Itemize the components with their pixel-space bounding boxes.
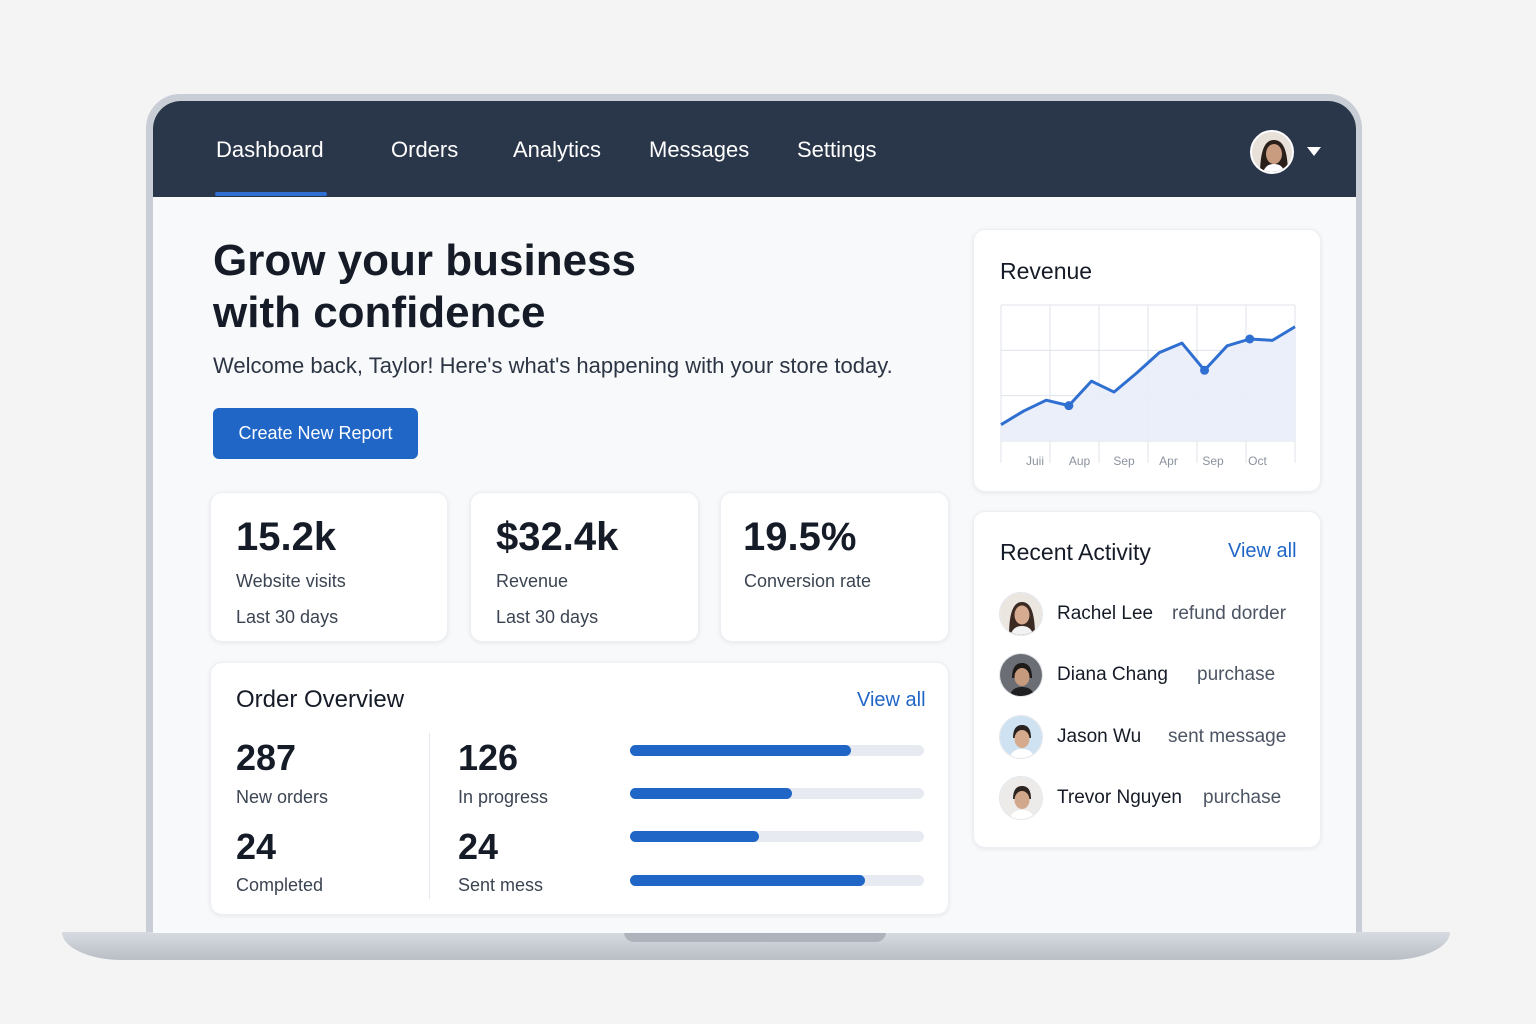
revenue-chart-card: Revenue Juii Aup Sep Apr Sep Oct — [973, 229, 1321, 492]
x-tick-label: Oct — [1248, 454, 1267, 468]
progress-bar — [630, 831, 924, 842]
completed-value: 24 — [236, 826, 277, 867]
stat-card-visits: 15.2k Website visits Last 30 days — [210, 492, 448, 642]
divider — [429, 733, 430, 899]
avatar — [999, 715, 1043, 759]
stat-period: Last 30 days — [236, 607, 339, 627]
stat-label: Conversion rate — [744, 571, 872, 591]
recent-activity-view-all-link[interactable]: View all — [1228, 540, 1297, 562]
stat-value: $32.4k — [496, 515, 619, 559]
x-tick-label: Sep — [1113, 454, 1135, 468]
chevron-down-icon[interactable] — [1307, 147, 1321, 156]
revenue-chart-title: Revenue — [1000, 258, 1093, 284]
avatar — [999, 653, 1043, 697]
activity-action: sent message — [1168, 726, 1287, 747]
new-orders-label: New orders — [236, 787, 329, 807]
stat-card-revenue: $32.4k Revenue Last 30 days — [470, 492, 699, 642]
recent-activity-title: Recent Activity — [1000, 539, 1151, 565]
progress-bar — [630, 745, 924, 756]
x-tick-label: Aup — [1069, 454, 1091, 468]
stat-value: 15.2k — [236, 515, 337, 559]
data-point — [1064, 401, 1074, 411]
progress-bar — [630, 875, 924, 886]
progress-bar-fill — [630, 831, 760, 842]
progress-bar-fill — [630, 788, 792, 799]
active-tab-indicator — [215, 192, 327, 196]
avatar — [999, 592, 1043, 636]
page-title: Grow your business with confidence — [213, 235, 713, 339]
person-avatar-icon — [1000, 777, 1042, 819]
top-navbar: Dashboard Orders Analytics Messages Sett… — [153, 101, 1356, 197]
activity-action: purchase — [1197, 664, 1276, 685]
create-report-button[interactable]: Create New Report — [213, 408, 418, 459]
avatar — [999, 776, 1043, 820]
activity-action: refund dorder — [1172, 603, 1287, 624]
x-tick-label: Apr — [1159, 454, 1178, 468]
activity-name: Jason Wu — [1057, 726, 1142, 747]
new-orders-value: 287 — [236, 737, 297, 778]
order-overview-view-all-link[interactable]: View all — [857, 689, 926, 711]
screen: Dashboard Orders Analytics Messages Sett… — [153, 101, 1356, 933]
welcome-message: Welcome back, Taylor! Here's what's happ… — [213, 353, 893, 378]
stat-period: Last 30 days — [496, 607, 599, 627]
activity-name: Rachel Lee — [1057, 603, 1154, 624]
sent-messages-label: Sent mess — [458, 875, 544, 895]
person-avatar-icon — [1000, 654, 1042, 696]
in-progress-label: In progress — [458, 787, 549, 807]
completed-label: Completed — [236, 875, 324, 895]
laptop-notch — [624, 932, 886, 942]
stat-label: Website visits — [236, 571, 346, 591]
activity-action: purchase — [1203, 787, 1282, 808]
activity-item[interactable]: Diana Chang purchase — [999, 653, 1299, 699]
user-avatar[interactable] — [1250, 130, 1294, 174]
nav-orders[interactable]: Orders — [391, 137, 459, 162]
page-title-line-1: Grow your business — [213, 236, 636, 285]
person-avatar-icon — [1000, 716, 1042, 758]
activity-item[interactable]: Trevor Nguyen purchase — [999, 776, 1299, 822]
activity-name: Diana Chang — [1057, 664, 1168, 685]
stat-value: 19.5% — [743, 515, 857, 559]
data-point — [1200, 365, 1210, 375]
page-title-line-2: with confidence — [213, 288, 546, 337]
nav-dashboard[interactable]: Dashboard — [216, 137, 324, 162]
progress-bar — [630, 788, 924, 799]
person-avatar-icon — [1000, 593, 1042, 635]
progress-bar-fill — [630, 745, 851, 756]
revenue-chart: Juii Aup Sep Apr Sep Oct — [1000, 304, 1296, 468]
user-avatar-icon — [1252, 132, 1292, 172]
in-progress-value: 126 — [458, 737, 519, 778]
stat-label: Revenue — [496, 571, 569, 591]
recent-activity-card: Recent Activity View all Rachel Lee refu… — [973, 511, 1321, 848]
series-area — [1001, 326, 1295, 441]
nav-settings[interactable]: Settings — [797, 137, 877, 162]
activity-item[interactable]: Rachel Lee refund dorder — [999, 592, 1299, 638]
nav-messages[interactable]: Messages — [649, 137, 750, 162]
activity-name: Trevor Nguyen — [1057, 787, 1182, 808]
stat-card-conversion: 19.5% Conversion rate — [720, 492, 949, 642]
x-tick-label: Sep — [1202, 454, 1224, 468]
nav-analytics[interactable]: Analytics — [513, 137, 602, 162]
data-point — [1245, 334, 1255, 344]
order-overview-card: Order Overview View all 287 New orders 2… — [210, 662, 949, 915]
x-tick-label: Juii — [1026, 454, 1044, 468]
order-overview-title: Order Overview — [236, 686, 405, 713]
sent-messages-value: 24 — [458, 826, 499, 867]
progress-bar-fill — [630, 875, 866, 886]
activity-item[interactable]: Jason Wu sent message — [999, 715, 1299, 761]
